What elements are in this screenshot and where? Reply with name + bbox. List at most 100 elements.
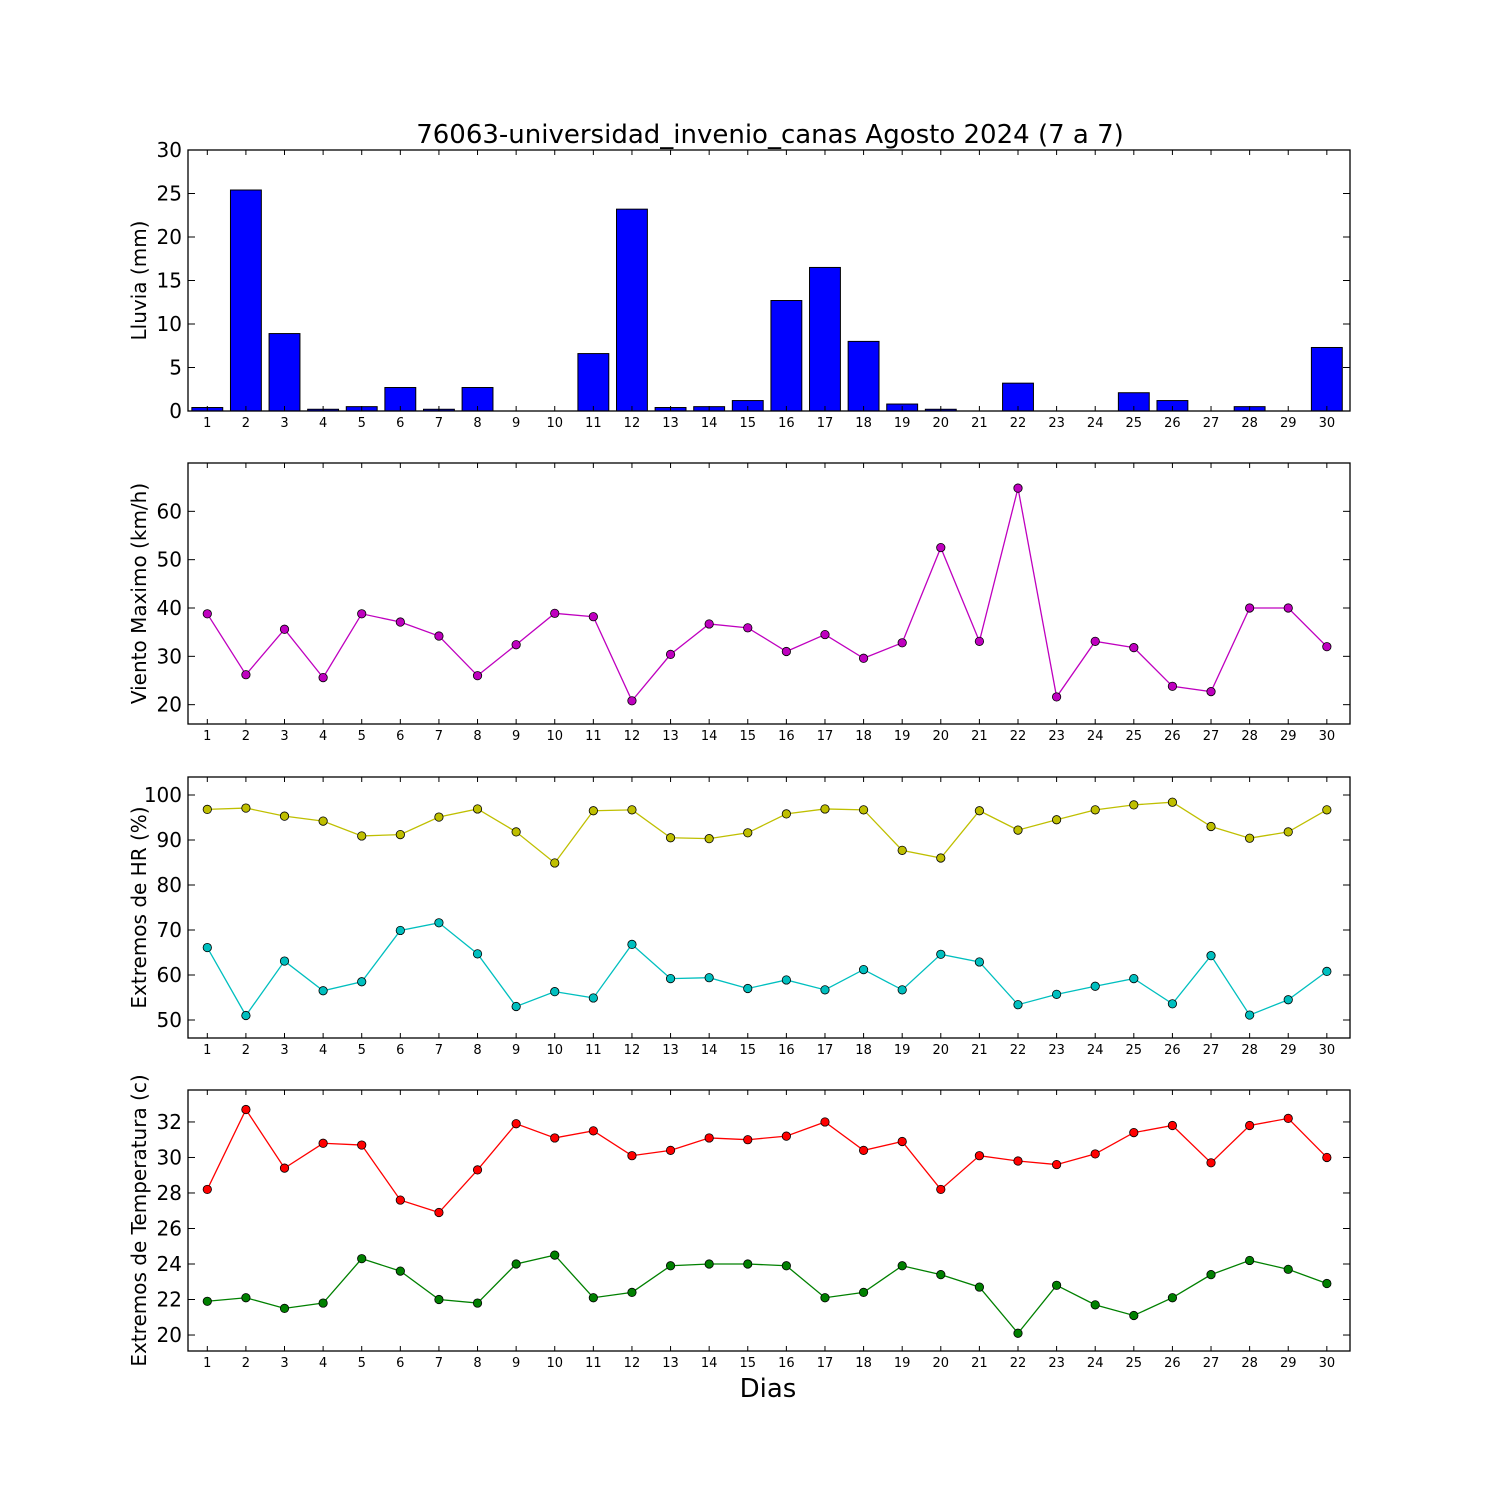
wind-point — [820, 629, 830, 640]
x-tick-label: 3 — [280, 729, 288, 744]
x-tick-label: 24 — [1087, 416, 1104, 431]
x-tick-label: 15 — [739, 1356, 756, 1371]
x-tick-label: 3 — [280, 416, 288, 431]
x-tick-label: 30 — [1319, 1356, 1336, 1371]
x-tick-label: 16 — [778, 1043, 795, 1058]
temperature-point — [511, 1259, 521, 1269]
y-tick-label: 5 — [169, 356, 182, 380]
humidity-point — [1245, 833, 1255, 843]
humidity-point — [1090, 805, 1100, 815]
temperature-point — [318, 1298, 328, 1308]
rainfall-bar — [577, 353, 610, 412]
humidity-point — [974, 957, 985, 967]
x-tick-label: 4 — [319, 1356, 327, 1371]
y-tick-label: 30 — [157, 138, 182, 162]
temperature-point — [395, 1195, 405, 1205]
humidity-point — [1206, 951, 1216, 961]
temperature-series-line — [207, 1254, 1328, 1335]
temperature-point — [974, 1151, 985, 1161]
humidity-series-line — [207, 801, 1328, 864]
x-tick-label: 25 — [1126, 416, 1143, 431]
humidity-point — [665, 973, 676, 984]
y-tick-label: 100 — [144, 783, 182, 807]
x-tick-label: 22 — [1010, 1356, 1027, 1371]
x-tick-label: 7 — [435, 729, 443, 744]
temperature-point — [820, 1117, 830, 1127]
y-tick-label: 20 — [157, 1323, 182, 1347]
humidity-point — [318, 986, 328, 996]
x-tick-label: 15 — [739, 1043, 756, 1058]
x-tick-label: 29 — [1280, 1043, 1297, 1058]
x-tick-label: 15 — [739, 729, 756, 744]
humidity-point — [781, 809, 791, 819]
x-tick-label: 22 — [1010, 1043, 1027, 1058]
y-tick-label: 25 — [157, 182, 182, 206]
x-tick-label: 15 — [739, 416, 756, 431]
rainfall-bar — [809, 266, 841, 412]
humidity-point — [241, 1010, 251, 1021]
x-tick-label: 26 — [1164, 416, 1181, 431]
humidity-point — [820, 804, 830, 814]
rainfall-y-axis-label: Lluvia (mm) — [127, 221, 151, 341]
x-tick-label: 17 — [817, 1043, 834, 1058]
x-tick-label: 16 — [778, 416, 795, 431]
y-tick-label: 26 — [157, 1216, 182, 1240]
x-tick-label: 9 — [512, 729, 520, 744]
x-tick-label: 28 — [1241, 1356, 1258, 1371]
temperature-point — [704, 1133, 714, 1143]
rainfall-bar — [770, 300, 803, 412]
humidity-point — [395, 925, 405, 936]
temperature-point — [781, 1131, 791, 1141]
temperature-point — [472, 1165, 483, 1175]
humidity-point — [550, 987, 560, 997]
y-tick-label: 22 — [157, 1288, 182, 1312]
x-tick-label: 17 — [817, 416, 834, 431]
y-tick-label: 20 — [157, 225, 182, 249]
x-tick-label: 13 — [662, 1043, 679, 1058]
humidity-point — [936, 853, 946, 863]
humidity-point — [357, 977, 367, 987]
temperature-point — [704, 1259, 714, 1269]
humidity-point — [1129, 800, 1139, 810]
wind-point — [1206, 687, 1216, 697]
wind-point — [627, 696, 637, 706]
wind-point — [1283, 603, 1293, 613]
x-tick-label: 11 — [585, 1043, 602, 1058]
y-tick-label: 0 — [169, 399, 182, 423]
x-tick-label: 13 — [662, 729, 679, 744]
x-tick-label: 10 — [546, 729, 563, 744]
x-tick-label: 17 — [817, 1356, 834, 1371]
x-tick-label: 11 — [585, 1356, 602, 1371]
humidity-point — [202, 804, 212, 815]
temperature-point — [743, 1135, 753, 1145]
humidity-point — [1283, 995, 1293, 1005]
x-tick-label: 25 — [1126, 1356, 1143, 1371]
temperature-point — [1245, 1255, 1255, 1266]
wind-frame — [187, 462, 1351, 725]
temperature-point — [1090, 1149, 1100, 1159]
x-tick-label: 14 — [701, 1043, 718, 1058]
x-tick-label: 13 — [662, 416, 679, 431]
temperature-point — [858, 1145, 869, 1155]
temperature-point — [974, 1282, 985, 1292]
humidity-point — [627, 939, 637, 950]
humidity-frame — [187, 776, 1351, 1039]
x-tick-label: 18 — [855, 729, 872, 744]
temperature-point — [820, 1293, 830, 1303]
humidity-point — [781, 975, 791, 985]
temperature-point — [357, 1140, 367, 1150]
x-tick-label: 24 — [1087, 1356, 1104, 1371]
chart-title: 76063-universidad_invenio_canas Agosto 2… — [416, 120, 1124, 150]
humidity-point — [897, 985, 907, 995]
wind-point — [1090, 636, 1100, 646]
humidity-y-axis-label: Extremos de HR (%) — [127, 806, 151, 1008]
rainfall-bar — [268, 333, 301, 412]
humidity-point — [241, 803, 251, 813]
humidity-point — [279, 811, 290, 821]
x-tick-label: 20 — [933, 729, 950, 744]
temperature-point — [897, 1261, 907, 1271]
x-tick-label: 20 — [933, 416, 950, 431]
wind-point — [511, 640, 521, 650]
